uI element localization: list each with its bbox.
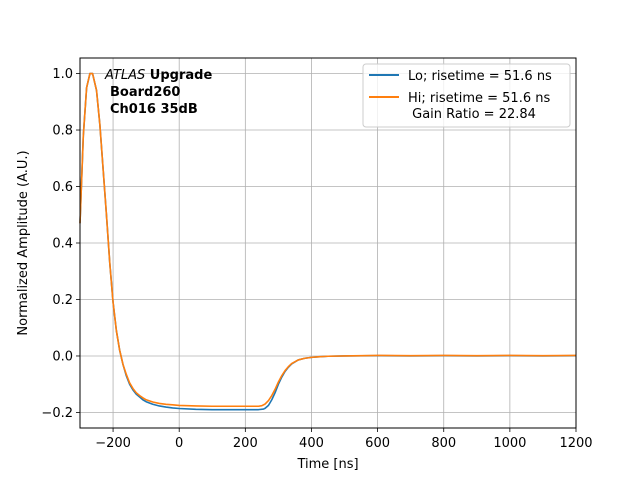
- legend-label-hi-line: Gain Ratio = 22.84: [408, 107, 536, 122]
- y-tick-label: 0.0: [52, 349, 73, 364]
- ticks: −200 0 200 400 600 800 1000 1200 −0.2 0.0 0.2 0.4 0.…: [41, 67, 592, 451]
- x-tick-label: 400: [299, 436, 324, 451]
- annotation-line-2: Board260: [110, 85, 180, 100]
- annotation-line-3: Ch016 35dB: [110, 102, 198, 117]
- series-line-hi: [79, 72, 577, 408]
- y-tick-label: 0.4: [52, 237, 73, 252]
- x-axis-label: Time [ns]: [296, 457, 358, 472]
- legend-label-lo: Lo; risetime = 51.6 ns: [408, 69, 552, 84]
- y-tick-label: 0.6: [52, 180, 73, 195]
- y-tick-label: −0.2: [41, 406, 73, 421]
- annotation-upgrade: Upgrade: [145, 68, 212, 83]
- legend: Lo; risetime = 51.6 ns Hi; risetime = 51…: [362, 63, 571, 128]
- annotation-line-1: ATLAS Upgrade: [104, 68, 212, 83]
- x-tick-label: 1200: [559, 436, 592, 451]
- annotation-atlas: ATLAS: [104, 68, 145, 83]
- x-tick-label: 200: [233, 436, 258, 451]
- y-tick-label: 1.0: [52, 67, 73, 82]
- x-tick-label: 0: [175, 436, 183, 451]
- x-tick-label: 600: [365, 436, 390, 451]
- legend-box: [362, 63, 571, 128]
- y-tick-label: 0.2: [52, 293, 73, 308]
- legend-label-hi-line: Hi; risetime = 51.6 ns: [408, 91, 550, 106]
- series-layer: [79, 72, 577, 411]
- y-tick-label: 0.8: [52, 124, 73, 139]
- x-tick-label: 1000: [493, 436, 526, 451]
- x-tick-label: 800: [431, 436, 456, 451]
- y-axis-label: Normalized Amplitude (A.U.): [16, 150, 31, 335]
- x-tick-label: −200: [95, 436, 131, 451]
- legend-label-hi: Hi; risetime = 51.6 ns Gain Ratio = 22.8…: [408, 91, 550, 122]
